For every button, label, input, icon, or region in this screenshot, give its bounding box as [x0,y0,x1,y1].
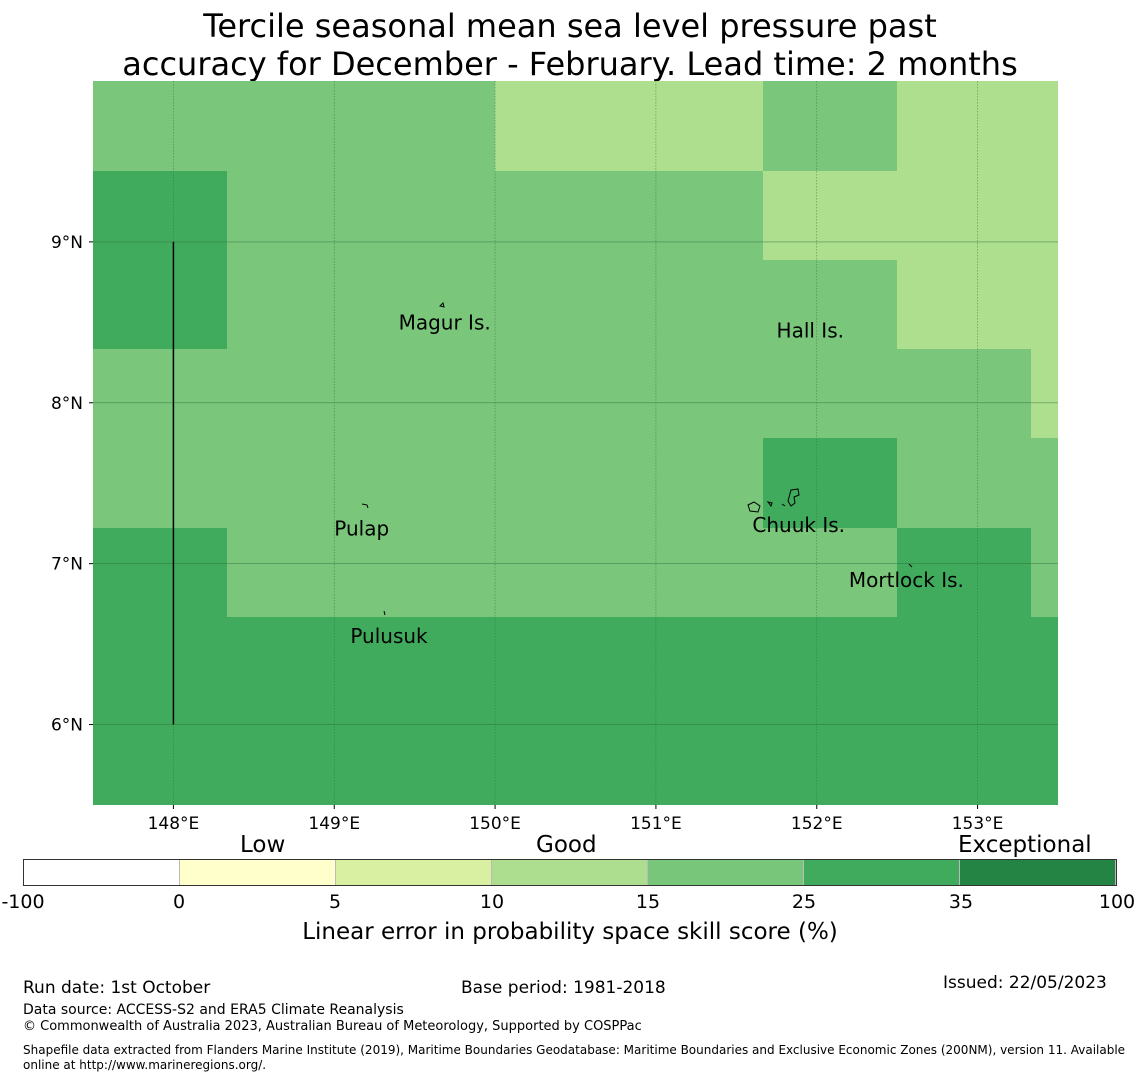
grid-cell [763,81,897,171]
grid-cell [93,438,227,528]
chart-title-line-1: Tercile seasonal mean sea level pressure… [203,7,937,45]
grid-cell [763,260,897,349]
chuuk-islet-outline [747,501,761,513]
grid-cell [227,528,495,617]
legend-category-low: Low [240,832,286,858]
colorbar [23,859,1117,886]
lon-tick-label: 152°E [791,814,843,834]
base-period: Base period: 1981-2018 [461,978,666,998]
chuuk-islet-outline [766,501,773,508]
colorbar-tick-label: 5 [328,891,342,913]
colorbar-tick-label: 0 [172,891,186,913]
grid-cell [897,438,1031,528]
axis-ticks: 148°E 149°E 150°E 151°E 152°E 153°E 9°N 8°N 7°N 6… [51,233,1003,834]
grid-cell [763,349,897,438]
lon-tick-label: 148°E [148,814,200,834]
colorbar-tick-label: 100 [1098,891,1136,913]
grid-cell [763,528,897,617]
copyright: © Commonwealth of Australia 2023, Austra… [23,1019,642,1034]
place-label: Pulusuk [350,624,428,648]
legend-category-good: Good [536,832,597,858]
place-label: Chuuk Is. [752,513,845,537]
shapefile-credit-line-1: Shapefile data extracted from Flanders M… [23,1043,1126,1057]
legend-category-exceptional: Exceptional [958,832,1092,858]
colorbar-segment [960,860,1116,885]
magur-island-outline [439,302,445,308]
colorbar-tick-label: 35 [948,891,974,913]
lon-tick-label: 153°E [952,814,1004,834]
grid-cell [93,528,227,617]
place-label: Hall Is. [777,318,844,342]
grid-cell [227,349,495,438]
pulap-island-outline [361,503,369,509]
island-outlines [361,302,913,616]
grid-cell [897,349,1031,438]
colorbar-segment [804,860,960,885]
colorbar-segment [180,860,336,885]
place-label: Mortlock Is. [849,568,964,592]
colorbar-axis-title: Linear error in probability space skill … [302,919,838,945]
colorbar-tick-label: 10 [479,891,505,913]
chart-title-line-2: accuracy for December - February. Lead t… [122,45,1018,83]
grid-cell [495,528,763,617]
graticule [93,81,1058,805]
grid-cell [495,438,763,528]
grid-cell [763,171,897,260]
chuuk-islet-outline [781,503,786,507]
grid-cell [897,528,1031,617]
grid-cell [1031,528,1058,617]
colorbar-segment [648,860,804,885]
grid-cell [93,349,227,438]
grid-cell [495,349,763,438]
issued-date: Issued: 22/05/2023 [943,973,1107,993]
grid-cell [1031,438,1058,528]
grid-cell [495,171,763,260]
pulusuk-island-outline [383,610,386,616]
place-label: Pulap [334,516,389,540]
lon-tick-label: 151°E [630,814,682,834]
lat-tick-label: 6°N [51,716,83,736]
lat-tick-label: 7°N [51,555,83,575]
chuuk-lagoon-outline [787,488,800,507]
colorbar-tick-label: 25 [791,891,817,913]
place-labels: Magur Is. Hall Is. Pulap Chuuk Is. Mortlock … [334,310,964,648]
map-svg: Magur Is. Hall Is. Pulap Chuuk Is. Mortlock … [51,81,1058,834]
lon-tick-label: 149°E [308,814,360,834]
data-source: Data source: ACCESS-S2 and ERA5 Climate … [23,1002,404,1018]
lon-tick-label: 150°E [469,814,521,834]
grid-cell [93,81,227,171]
colorbar-segment [492,860,648,885]
grid-cell [227,438,495,528]
mortlock-island-outline [908,563,913,568]
grid-cell [897,171,1058,260]
grid-cell [495,260,763,349]
grid-cell [227,171,495,260]
grid-cell [763,438,897,528]
grid-cell [1031,349,1058,438]
shapefile-credit-line-2: online at http://www.marineregions.org/. [23,1058,267,1072]
grid-cell [227,81,495,171]
skill-grid [93,81,1058,805]
grid-cell [227,260,495,349]
lat-tick-label: 9°N [51,233,83,253]
colorbar-tick-label: -100 [1,891,45,913]
lat-tick-label: 8°N [51,394,83,414]
grid-cell [93,171,227,349]
grid-cell [495,81,763,171]
colorbar-tick-label: 15 [635,891,661,913]
place-label: Magur Is. [399,310,491,334]
colorbar-segment [24,860,180,885]
run-date: Run date: 1st October [23,978,211,998]
colorbar-segment [336,860,492,885]
